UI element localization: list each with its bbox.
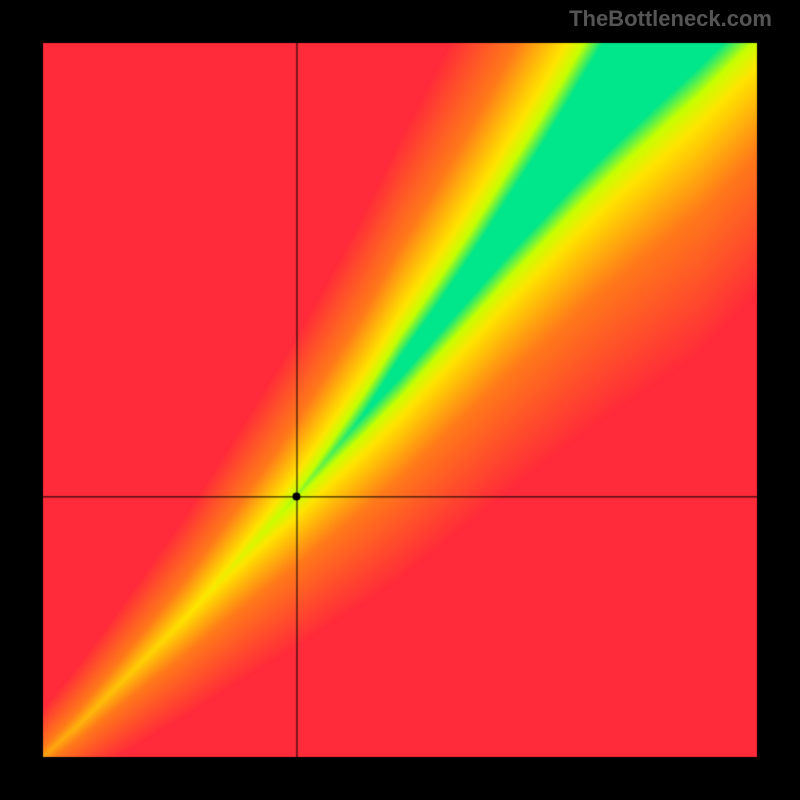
chart-container: TheBottleneck.com (0, 0, 800, 800)
bottleneck-heatmap (0, 0, 800, 800)
watermark-text: TheBottleneck.com (569, 6, 772, 32)
